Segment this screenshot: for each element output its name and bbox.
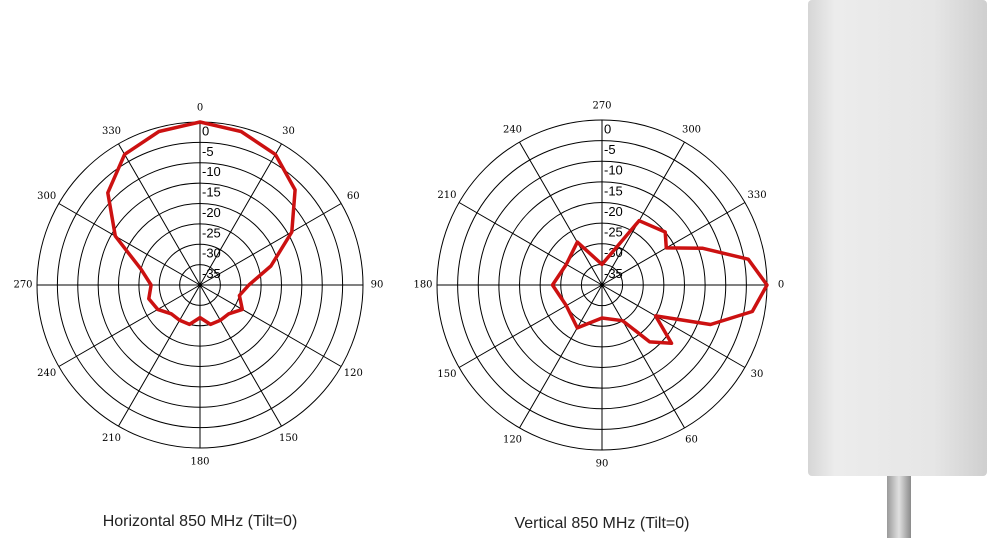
spoke bbox=[601, 284, 685, 429]
spoke bbox=[199, 203, 342, 286]
r-tick-label: -5 bbox=[604, 142, 616, 157]
spoke bbox=[58, 203, 201, 286]
angle-label: 270 bbox=[13, 280, 32, 291]
r-tick-label: -35 bbox=[202, 266, 221, 281]
angle-label: 270 bbox=[592, 101, 611, 112]
r-tick-label: -15 bbox=[604, 183, 623, 198]
spoke bbox=[199, 143, 282, 286]
angle-label: 240 bbox=[37, 368, 56, 379]
spoke bbox=[601, 141, 685, 286]
angle-label: 300 bbox=[37, 191, 56, 202]
angle-label: 60 bbox=[347, 191, 360, 202]
angle-label: 240 bbox=[503, 124, 522, 135]
r-tick-label: 0 bbox=[604, 121, 611, 136]
spoke bbox=[58, 284, 201, 367]
pattern-line bbox=[106, 120, 297, 327]
spoke bbox=[199, 284, 342, 367]
angle-label: 180 bbox=[413, 280, 432, 291]
spoke bbox=[601, 202, 746, 286]
angle-label: 90 bbox=[596, 459, 609, 470]
angle-label: 210 bbox=[437, 190, 456, 201]
r-tick-label: -10 bbox=[604, 163, 623, 178]
angle-label: 330 bbox=[102, 126, 121, 137]
r-tick-label: -15 bbox=[202, 185, 221, 200]
r-tick-label: -35 bbox=[604, 266, 623, 281]
angle-label: 180 bbox=[190, 457, 209, 468]
spoke bbox=[199, 284, 282, 427]
r-tick-label: -25 bbox=[202, 225, 221, 240]
spoke bbox=[118, 143, 201, 286]
r-tick-label: -25 bbox=[604, 225, 623, 240]
angle-label: 210 bbox=[102, 433, 121, 444]
spoke bbox=[519, 284, 603, 429]
angle-label: 300 bbox=[682, 124, 701, 135]
pattern-line bbox=[550, 218, 769, 346]
spoke bbox=[519, 141, 603, 286]
r-tick-label: 0 bbox=[202, 123, 209, 138]
angle-label: 330 bbox=[747, 190, 766, 201]
r-tick-label: -5 bbox=[202, 144, 214, 159]
polar-chart: 0 30 60 90 120 150 180 210 240 270 300 330 0 -5 -10 -15… bbox=[13, 103, 383, 531]
spoke bbox=[458, 202, 603, 286]
spoke bbox=[118, 284, 201, 427]
angle-label: 30 bbox=[751, 369, 764, 380]
spoke bbox=[458, 284, 603, 368]
angle-label: 150 bbox=[279, 433, 298, 444]
chart-caption: Vertical 850 MHz (Tilt=0) bbox=[514, 515, 689, 532]
spoke bbox=[601, 284, 746, 368]
angle-label: 120 bbox=[503, 435, 522, 446]
polar-chart: 0 30 60 90 120 150 180 210 240 270 300 330 0 -5 -10 -15… bbox=[413, 101, 784, 533]
angle-label: 60 bbox=[685, 435, 698, 446]
angle-label: 0 bbox=[197, 103, 203, 114]
r-tick-label: -10 bbox=[202, 164, 221, 179]
chart-caption: Horizontal 850 MHz (Tilt=0) bbox=[103, 513, 298, 530]
angle-label: 90 bbox=[371, 280, 384, 291]
r-tick-label: -20 bbox=[202, 205, 221, 220]
r-tick-label: -30 bbox=[202, 246, 221, 261]
antenna-photo bbox=[808, 0, 987, 538]
r-tick-label: -20 bbox=[604, 204, 623, 219]
angle-label: 0 bbox=[778, 280, 784, 291]
angle-label: 30 bbox=[282, 126, 295, 137]
angle-label: 150 bbox=[437, 369, 456, 380]
angle-label: 120 bbox=[344, 368, 363, 379]
